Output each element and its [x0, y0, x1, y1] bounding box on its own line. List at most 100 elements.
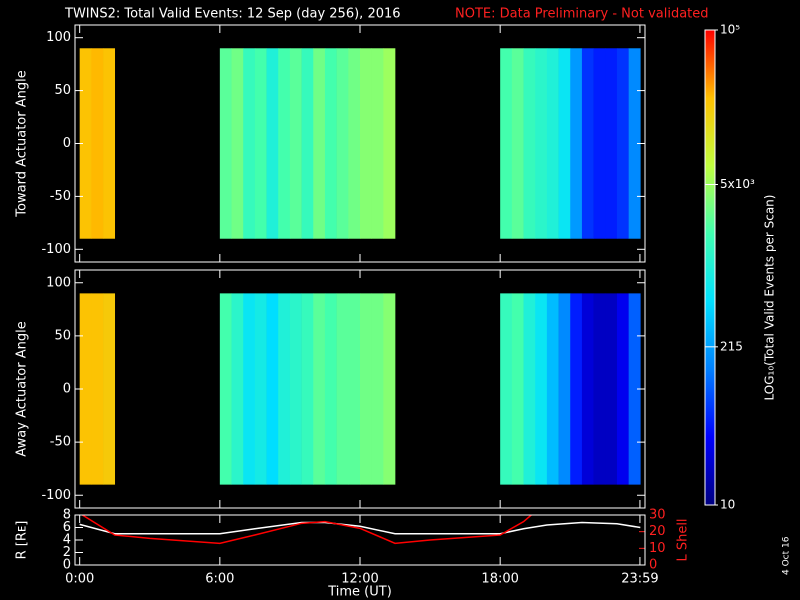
heatmap-cell: [535, 293, 548, 485]
heatmap-cell: [91, 293, 104, 485]
heatmap-cell: [511, 48, 524, 239]
heatmap-cell: [570, 48, 583, 239]
heatmap-cell: [219, 293, 232, 485]
y-tick-label: 4: [63, 533, 71, 548]
heatmap-cell: [219, 48, 232, 239]
heatmap-cell: [628, 293, 641, 485]
heatmap-cell: [348, 48, 361, 239]
heatmap-cell: [511, 293, 524, 485]
heatmap-cell: [605, 48, 618, 239]
y-tick-label: 50: [54, 328, 71, 343]
heatmap-cell: [593, 48, 606, 239]
heatmap-cell: [313, 48, 326, 239]
heatmap-cell: [278, 293, 291, 485]
heatmap-cell: [371, 293, 384, 485]
y2-tick-label: 30: [649, 508, 666, 523]
y2-axis-label: L Shell: [676, 518, 691, 561]
y-tick-label: 0: [63, 136, 71, 151]
heatmap-cell: [558, 293, 571, 485]
heatmap-cell: [278, 48, 291, 239]
heatmap-cell: [266, 293, 279, 485]
date-stamp: 4 Oct 16: [782, 536, 792, 575]
heatmap-cell: [79, 48, 92, 239]
heatmap-cell: [103, 48, 116, 239]
x-tick-label: 12:00: [341, 572, 378, 587]
y2-tick-label: 10: [649, 541, 666, 556]
colorbar-tick-label: 5x10³: [720, 177, 755, 191]
heatmap-cell: [628, 48, 641, 239]
heatmap-cell: [616, 48, 629, 239]
y-tick-label: -50: [50, 189, 71, 204]
y-tick-label: 8: [63, 508, 71, 523]
y-axis-label: R [Rᴇ]: [15, 521, 30, 560]
heatmap-cell: [546, 293, 559, 485]
heatmap-cell: [500, 293, 513, 485]
heatmap-cell: [336, 48, 349, 239]
heatmap-cell: [500, 48, 513, 239]
colorbar: [704, 29, 716, 506]
heatmap-cell: [324, 293, 337, 485]
heatmap-cell: [523, 293, 536, 485]
y-axis-label: Away Actuator Angle: [15, 321, 30, 456]
heatmap-cell: [616, 293, 629, 485]
heatmap-cell: [243, 293, 256, 485]
heatmap-cell: [301, 48, 314, 239]
heatmap-cell: [558, 48, 571, 239]
heatmap-cell: [336, 293, 349, 485]
colorbar-tick-label: 215: [720, 339, 743, 353]
y-tick-label: 2: [63, 545, 71, 560]
y-axis-label: Toward Actuator Angle: [15, 70, 30, 217]
x-tick-label: 6:00: [205, 572, 234, 587]
y-tick-label: 100: [46, 30, 71, 45]
heatmap-cell: [348, 293, 361, 485]
x-tick-label: 18:00: [481, 572, 518, 587]
heatmap-cell: [103, 293, 116, 485]
heatmap-cell: [570, 293, 583, 485]
y-tick-label: 50: [54, 83, 71, 98]
heatmap-cell: [313, 293, 326, 485]
heatmap-cell: [371, 48, 384, 239]
heatmap-cell: [79, 293, 92, 485]
colorbar-tick-label: 10: [720, 498, 735, 512]
colorbar-label: LOG₁₀(Total Valid Events per Scan): [763, 195, 777, 401]
heatmap-cell: [266, 48, 279, 239]
heatmap-cell: [581, 293, 594, 485]
y2-tick-label: 0: [649, 558, 657, 573]
line: [80, 515, 533, 545]
x-axis-label: Time (UT): [327, 585, 392, 600]
heatmap-cell: [91, 48, 104, 239]
heatmap-cell: [593, 293, 606, 485]
heatmap-cell: [301, 293, 314, 485]
y-tick-label: -50: [50, 435, 71, 450]
heatmap-cell: [231, 293, 244, 485]
heatmap-cell: [243, 48, 256, 239]
heatmap-cell: [535, 48, 548, 239]
y-tick-label: 100: [46, 275, 71, 290]
y-tick-label: -100: [41, 242, 71, 257]
plot-area: [79, 515, 641, 545]
heatmap-cell: [324, 48, 337, 239]
line: [79, 521, 641, 535]
heatmap-cell: [523, 48, 536, 239]
heatmap-cell: [289, 293, 302, 485]
x-tick-label: 0:00: [65, 572, 94, 587]
note: NOTE: Data Preliminary - Not validated: [455, 7, 709, 22]
heatmap-cell: [254, 293, 267, 485]
heatmap-cell: [360, 293, 372, 485]
heatmap-cell: [581, 48, 594, 239]
heatmap-cell: [360, 48, 372, 239]
y-tick-label: -100: [41, 488, 71, 503]
x-tick-label: 23:59: [621, 572, 658, 587]
heatmap-cell: [289, 48, 302, 239]
heatmap-cell: [383, 293, 396, 485]
heatmap-cell: [254, 48, 267, 239]
y-tick-label: 6: [63, 520, 71, 535]
heatmap-cell: [231, 48, 244, 239]
heatmap-cell: [383, 48, 396, 239]
heatmap-cell: [605, 293, 618, 485]
colorbar-tick-label: 10⁵: [720, 23, 740, 37]
y-tick-label: 0: [63, 558, 71, 573]
heatmap-cell: [546, 48, 559, 239]
chart-title: TWINS2: Total Valid Events: 12 Sep (day …: [64, 7, 401, 22]
